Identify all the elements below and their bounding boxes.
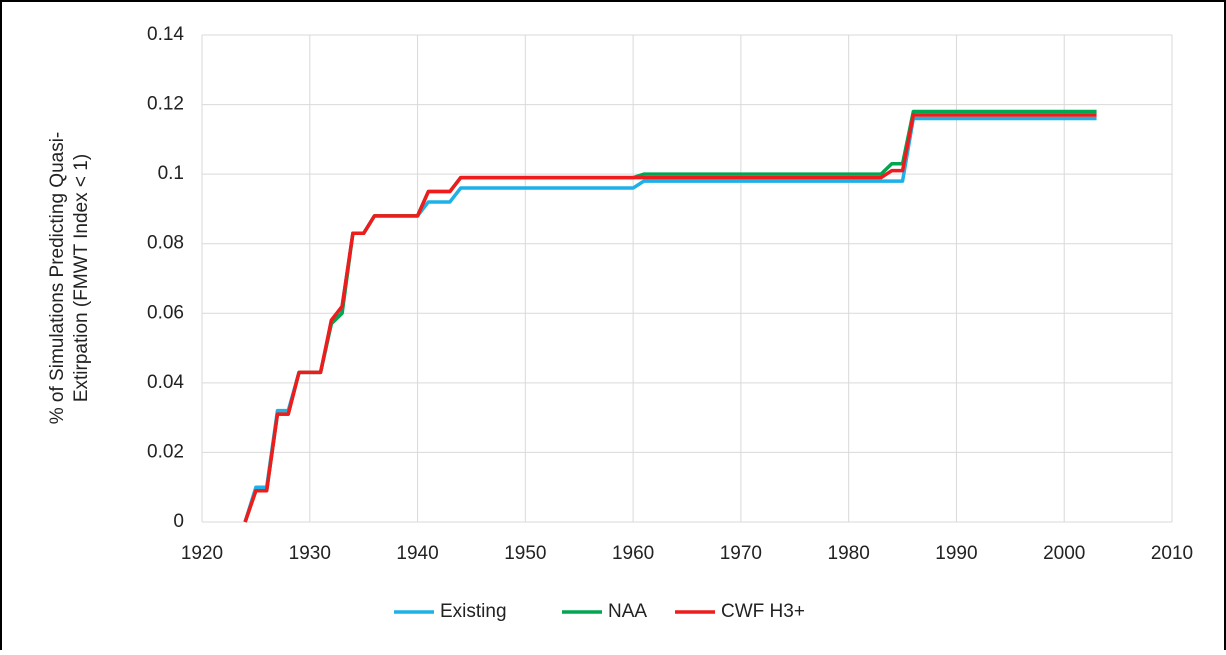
x-tick-label: 1920 [181, 543, 223, 564]
series-line [243, 113, 1097, 523]
x-tick-label: 1930 [289, 543, 331, 564]
x-tick-label: 1960 [612, 543, 654, 564]
y-axis-title-line: % of Simulations Predicting Quasi- [47, 132, 68, 425]
x-tick-label: 2000 [1043, 543, 1085, 564]
y-tick-label: 0.12 [147, 94, 184, 115]
x-tick-label: 1990 [935, 543, 977, 564]
y-tick-label: 0.04 [147, 372, 184, 393]
series-line [243, 109, 1097, 523]
x-tick-label: 1970 [720, 543, 762, 564]
y-tick-label: 0.1 [158, 163, 184, 184]
y-tick-label: 0.02 [147, 441, 184, 462]
x-tick-label: 1950 [504, 543, 546, 564]
y-tick-label: 0 [173, 511, 184, 532]
legend-label: Existing [440, 601, 507, 622]
y-tick-label: 0.06 [147, 302, 184, 323]
x-tick-label: 1980 [828, 543, 870, 564]
legend-label: NAA [608, 601, 647, 622]
y-axis-title-line: Extirpation (FMWT Index < 1) [71, 154, 92, 402]
y-axis-title: % of Simulations Predicting Quasi- Extir… [47, 132, 92, 425]
y-tick-label: 0.14 [147, 24, 184, 45]
x-tick-label: 1940 [396, 543, 438, 564]
legend-label: CWF H3+ [721, 601, 805, 622]
x-tick-label: 2010 [1151, 543, 1193, 564]
y-tick-label: 0.08 [147, 233, 184, 254]
